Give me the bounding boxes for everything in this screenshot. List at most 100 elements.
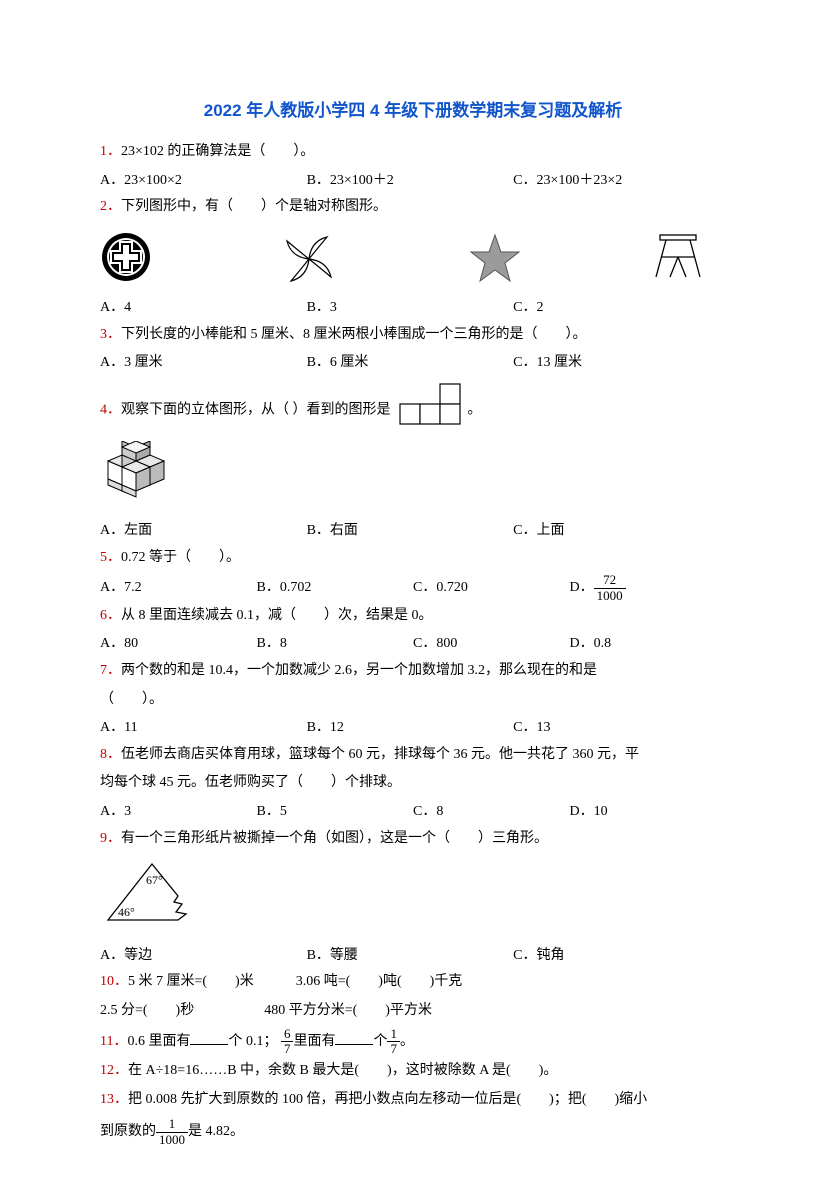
blank	[335, 1031, 373, 1045]
q2-shapes	[100, 223, 726, 295]
q-text: 下列长度的小棒能和 5 厘米、8 厘米两根小棒围成一个三角形的是（ ）。	[121, 327, 587, 342]
star-icon	[467, 231, 523, 287]
blank	[190, 1031, 228, 1045]
option-c: C．800	[413, 631, 570, 658]
option-b: B．23×100＋2	[307, 168, 514, 195]
q-text-b: 个 0.1；	[228, 1034, 277, 1049]
q-number: 12．	[100, 1063, 128, 1078]
q-text: 0.72 等于（ ）。	[121, 550, 240, 565]
question-5: 5．0.72 等于（ ）。	[100, 545, 726, 572]
option-a: A．80	[100, 631, 257, 658]
svg-text:67°: 67°	[146, 873, 163, 887]
q5-options: A．7.2 B．0.702 C．0.720 D．721000	[100, 573, 726, 603]
q-text-a: 0.6 里面有	[127, 1034, 190, 1049]
option-d: D．721000	[570, 573, 727, 603]
pinwheel-icon	[279, 231, 339, 287]
option-a: A．23×100×2	[100, 168, 307, 195]
option-c: C．8	[413, 799, 570, 826]
cubes-figure	[100, 441, 726, 514]
option-b: B．5	[257, 799, 414, 826]
q8-options: A．3 B．5 C．8 D．10	[100, 799, 726, 826]
option-c: C．0.720	[413, 575, 570, 602]
q-text: 23×102 的正确算法是（ ）。	[121, 144, 314, 159]
q-text-c: 里面有	[293, 1034, 335, 1049]
question-7: 7．两个数的和是 10.4，一个加数减少 2.6，另一个加数增加 3.2，那么现…	[100, 658, 726, 685]
q3-options: A．3 厘米 B．6 厘米 C．13 厘米	[100, 350, 726, 377]
option-b: B．等腰	[307, 943, 514, 970]
q-number: 2．	[100, 199, 121, 214]
option-c: C．13 厘米	[513, 350, 720, 377]
q4-options: A．左面 B．右面 C．上面	[100, 518, 726, 545]
q-text: 把 0.008 先扩大到原数的 100 倍，再把小数点向左移动一位后是( )；把…	[128, 1092, 647, 1107]
q-number: 1．	[100, 144, 121, 159]
fraction: 11000	[156, 1117, 188, 1147]
option-b: B．12	[307, 715, 514, 742]
option-b: B．0.702	[257, 575, 414, 602]
option-a: A．4	[100, 295, 307, 322]
question-1: 1．23×102 的正确算法是（ ）。	[100, 139, 726, 166]
option-d: D．10	[570, 799, 727, 826]
q-text: 有一个三角形纸片被撕掉一个角（如图），这是一个（ ）三角形。	[121, 831, 548, 846]
option-c: C．13	[513, 715, 720, 742]
question-6: 6．从 8 里面连续减去 0.1，减（ ）次，结果是 0。	[100, 603, 726, 630]
option-d: D．0.8	[570, 631, 727, 658]
q-number: 9．	[100, 831, 121, 846]
q6-options: A．80 B．8 C．800 D．0.8	[100, 631, 726, 658]
q-number: 13．	[100, 1092, 128, 1107]
q13-line2: 到原数的11000是 4.82。	[100, 1117, 726, 1147]
svg-text:46°: 46°	[118, 905, 135, 919]
question-11: 11．0.6 里面有 个 0.1； 67里面有 个17。	[100, 1027, 726, 1057]
q2-options: A．4 B．3 C．2	[100, 295, 726, 322]
question-9: 9．有一个三角形纸片被撕掉一个角（如图），这是一个（ ）三角形。	[100, 826, 726, 853]
option-b: B．6 厘米	[307, 350, 514, 377]
q-text: 下列图形中，有（ ）个是轴对称图形。	[121, 199, 387, 214]
option-c: C．23×100＋23×2	[513, 168, 720, 195]
question-3: 3．下列长度的小棒能和 5 厘米、8 厘米两根小棒围成一个三角形的是（ ）。	[100, 322, 726, 349]
q-number: 8．	[100, 747, 121, 762]
q-text: 两个数的和是 10.4，一个加数减少 2.6，另一个加数增加 3.2，那么现在的…	[121, 663, 597, 678]
q-text: 在 A÷18=16……B 中，余数 B 最大是( )，这时被除数 A 是( )。	[128, 1063, 557, 1078]
q-text-2b: 是 4.82。	[188, 1124, 244, 1139]
option-b: B．8	[257, 631, 414, 658]
grid-shape-icon	[396, 383, 462, 438]
q-text-after: 。	[468, 402, 482, 417]
page-title: 2022 年人教版小学四 4 年级下册数学期末复习题及解析	[100, 95, 726, 127]
q-text-d: 个	[373, 1034, 387, 1049]
option-a: A．等边	[100, 943, 307, 970]
option-a: A．3 厘米	[100, 350, 307, 377]
q-number: 5．	[100, 550, 121, 565]
fraction: 67	[281, 1027, 294, 1057]
option-b: B．右面	[307, 518, 514, 545]
q-number: 4．	[100, 402, 121, 417]
q-text: 伍老师去商店买体育用球，篮球每个 60 元，排球每个 36 元。他一共花了 36…	[121, 747, 639, 762]
question-12: 12．在 A÷18=16……B 中，余数 B 最大是( )，这时被除数 A 是(…	[100, 1058, 726, 1085]
q-number: 11．	[100, 1034, 127, 1049]
q-number: 3．	[100, 327, 121, 342]
option-c: C．2	[513, 295, 720, 322]
option-a: A．3	[100, 799, 257, 826]
option-c: C．钝角	[513, 943, 720, 970]
option-c: C．上面	[513, 518, 720, 545]
q1-options: A．23×100×2 B．23×100＋2 C．23×100＋23×2	[100, 168, 726, 195]
option-a: A．7.2	[100, 575, 257, 602]
q-text-e: 。	[400, 1034, 414, 1049]
q-number: 10．	[100, 974, 128, 989]
question-8: 8．伍老师去商店买体育用球，篮球每个 60 元，排球每个 36 元。他一共花了 …	[100, 742, 726, 769]
question-2: 2．下列图形中，有（ ）个是轴对称图形。	[100, 194, 726, 221]
q-text: 从 8 里面连续减去 0.1，减（ ）次，结果是 0。	[121, 608, 433, 623]
q10-line2: 2.5 分=( )秒 480 平方分米=( )平方米	[100, 998, 726, 1025]
q-number: 6．	[100, 608, 121, 623]
q7-options: A．11 B．12 C．13	[100, 715, 726, 742]
logo-circle-icon	[100, 231, 152, 283]
option-a: A．11	[100, 715, 307, 742]
q-number: 7．	[100, 663, 121, 678]
option-a: A．左面	[100, 518, 307, 545]
q-text: 观察下面的立体图形，从（ ）看到的图形是	[121, 402, 391, 417]
question-4: 4．观察下面的立体图形，从（ ）看到的图形是 。	[100, 383, 726, 438]
question-13: 13．把 0.008 先扩大到原数的 100 倍，再把小数点向左移动一位后是( …	[100, 1087, 726, 1114]
fraction: 17	[387, 1027, 400, 1057]
q-text-2a: 到原数的	[100, 1124, 156, 1139]
question-10: 10．5 米 7 厘米=( )米 3.06 吨=( )吨( )千克	[100, 969, 726, 996]
q8-line2: 均每个球 45 元。伍老师购买了（ ）个排球。	[100, 770, 726, 797]
q7-line2: （ ）。	[100, 687, 726, 714]
